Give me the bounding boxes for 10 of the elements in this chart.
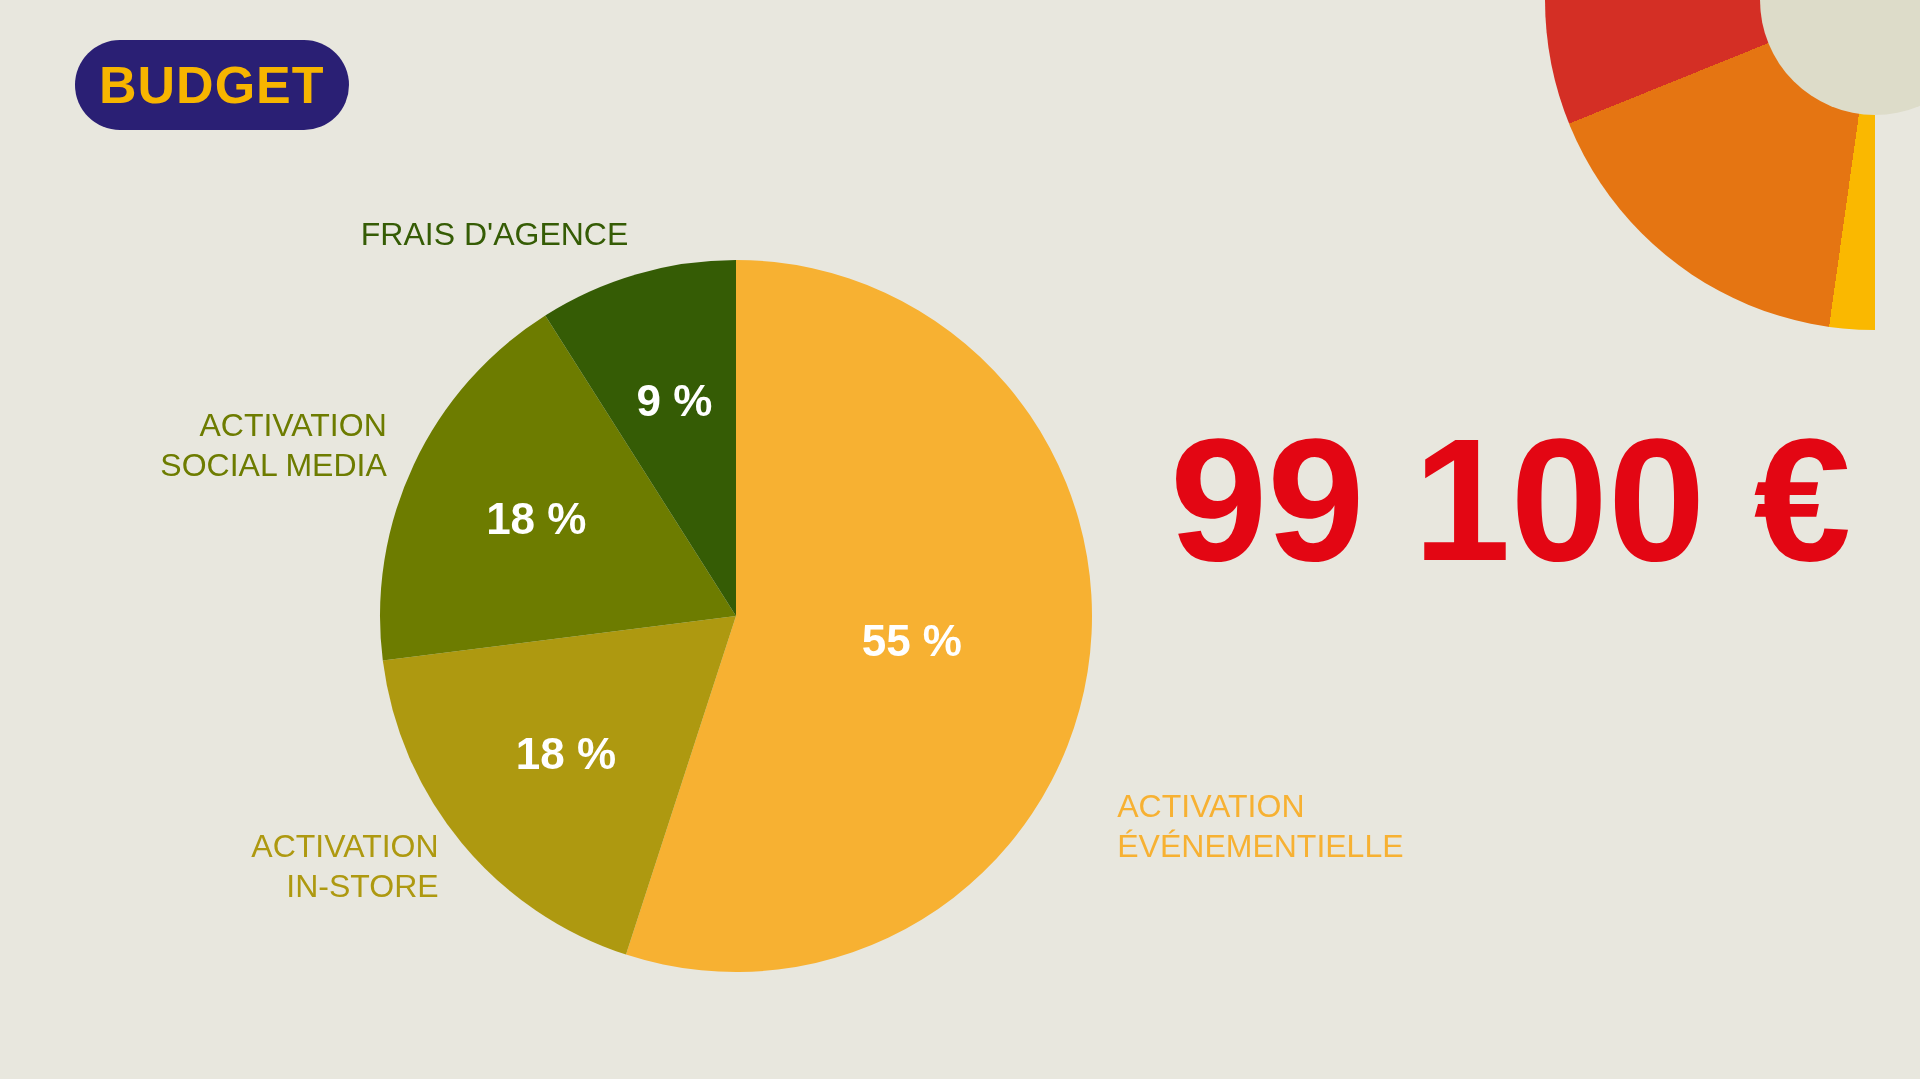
data-label: 18 %	[486, 494, 587, 544]
slice-label: FRAIS D'AGENCE	[360, 215, 629, 252]
chart-title: BUDGET	[75, 40, 349, 130]
data-label: 18 %	[515, 728, 617, 778]
data-label: 55 %	[861, 615, 962, 665]
slice-label: ACTIVATION SOCIAL MEDIA	[160, 407, 388, 484]
slice-label: ACTIVATION ÉVÉNEMENTIELLE	[1117, 787, 1404, 864]
text: 99 100 €	[1170, 401, 1852, 599]
data-label: 9 %	[636, 376, 713, 426]
slice-label: ACTIVATION IN-STORE	[251, 828, 439, 905]
